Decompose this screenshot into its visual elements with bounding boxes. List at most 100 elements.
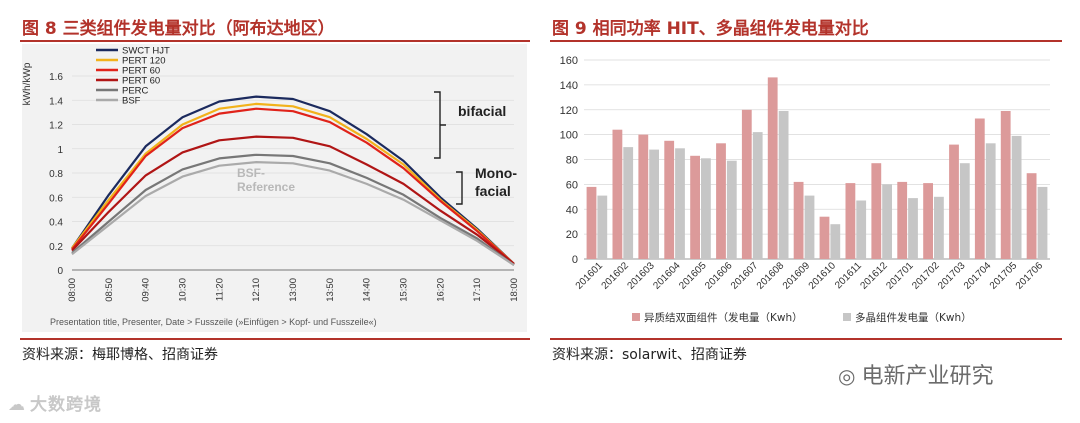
left-title-rule [20,40,530,42]
bar-x-tick-label: 201703 [936,260,968,292]
left-source: 资料来源：梅耶博格、招商证券 [22,347,218,363]
bar-hit [871,163,882,259]
annotation-facial: facial [475,183,511,199]
bar-hit [767,77,778,260]
line-x-tick-label: 13:00 [288,278,299,302]
bar-poly [675,148,685,259]
annotation-mono: Mono- [475,165,517,181]
right-chart-title: 图 9 相同功率 HIT、多晶组件发电量对比 [552,19,869,39]
line-chart-background [22,44,527,332]
bar-x-tick-label: 201608 [755,260,787,292]
bar-x-tick-label: 201705 [988,260,1020,292]
bar-poly [726,160,737,259]
line-y-axis-label: kWh/kWp [22,62,33,105]
line-series-5 [71,153,515,266]
bar-hit [1026,173,1037,259]
line-x-tick-label: 11:20 [214,278,225,301]
line-footer-note: Presentation title, Presenter, Date > Fu… [50,317,377,327]
line-x-tick-label: 18:00 [509,278,520,302]
line-x-tick-label: 08:50 [104,278,115,302]
line-x-tick-label: 13:50 [325,278,336,302]
bar-x-tick-label: 201602 [600,260,632,292]
line-y-tick-label: 0.8 [49,169,63,180]
line-x-tick-label: 14:40 [362,278,373,302]
bar-y-tick-label: 120 [560,105,578,117]
bar-y-tick-label: 20 [566,229,578,241]
bar-hit [974,118,985,259]
line-legend-label: PERT 60 [122,66,160,77]
bar-poly [752,132,763,259]
bar-y-tick-label: 0 [572,254,578,266]
wechat-watermark-text: 电新产业研究 [861,364,994,389]
bar-hit [845,183,856,259]
line-y-tick-label: 1.2 [49,121,63,132]
wechat-watermark: ◎ 电新产业研究 [838,358,993,390]
line-legend-label: PERC [122,86,149,97]
bar-poly [778,111,789,259]
bar-x-tick-label: 201609 [781,260,813,292]
bar-y-tick-label: 160 [560,55,578,67]
bar-legend-label: 多晶组件发电量（Kwh） [855,311,972,324]
bar-hit [664,140,675,259]
corner-watermark: ☁ 大数跨境 [8,390,102,415]
annotation-bifacial: bifacial [458,103,506,119]
annotation-bsf: BSF- [237,166,265,180]
bar-y-tick-label: 60 [566,179,578,191]
bar-poly [959,163,970,259]
bar-y-tick-label: 140 [560,80,578,92]
bifacial-bracket [434,91,446,159]
bar-hit [1000,111,1011,259]
line-y-tick-label: 0.4 [49,218,63,229]
bar-x-tick-label: 201610 [807,260,839,292]
line-x-tick-label: 12:10 [251,278,262,302]
bar-legend-label: 异质结双面组件（发电量（Kwh） [644,311,803,324]
bar-hit [949,144,959,259]
wechat-icon: ◎ [838,364,856,388]
bar-poly [1011,135,1022,259]
right-source: 资料来源：solarwit、招商证券 [552,347,747,363]
bar-poly [623,147,634,259]
line-legend-label: SWCT HJT [122,46,170,57]
left-source-rule [20,338,530,340]
line-legend-label: PERT 120 [122,56,165,67]
right-source-rule [550,338,1062,340]
bar-x-tick-label: 201606 [703,260,735,292]
bar-x-tick-label: 201704 [962,260,994,292]
line-x-tick-label: 10:30 [178,278,189,302]
bar-poly [856,200,867,259]
bar-poly [985,143,996,259]
line-series-3 [71,107,515,265]
line-y-tick-label: 1.6 [49,72,63,83]
bar-x-tick-label: 201603 [625,260,657,292]
line-x-tick-label: 16:20 [435,278,446,302]
bar-poly [882,184,892,259]
line-y-tick-label: 0 [57,266,63,277]
line-x-tick-label: 15:30 [399,278,410,302]
bar-x-tick-label: 201702 [910,260,942,292]
line-y-tick-label: 1.4 [49,96,63,107]
bar-x-tick-label: 201706 [1014,260,1046,292]
bar-legend-swatch [632,313,640,321]
bar-x-tick-label: 201612 [858,260,890,292]
bar-x-tick-label: 201607 [729,260,761,292]
bar-y-tick-label: 80 [566,155,578,167]
bar-hit [923,183,933,259]
line-x-tick-label: 09:40 [141,278,152,302]
bar-poly [830,224,841,259]
bar-y-tick-label: 40 [566,204,578,216]
bar-hit [741,109,752,260]
bar-hit [638,134,649,259]
monofacial-bracket [456,171,463,205]
bar-poly [804,195,815,259]
line-y-tick-label: 0.6 [49,193,63,204]
line-x-tick-label: 17:10 [472,278,483,302]
bar-hit [819,216,830,259]
bar-poly [934,196,944,259]
bar-poly [701,158,711,259]
cloud-logo-icon: ☁ [8,395,26,415]
line-legend-label: BSF [122,96,141,107]
left-chart-title: 图 8 三类组件发电量对比（阿布达地区） [22,19,335,39]
bar-x-tick-label: 201701 [884,260,916,292]
bar-hit [716,143,726,259]
